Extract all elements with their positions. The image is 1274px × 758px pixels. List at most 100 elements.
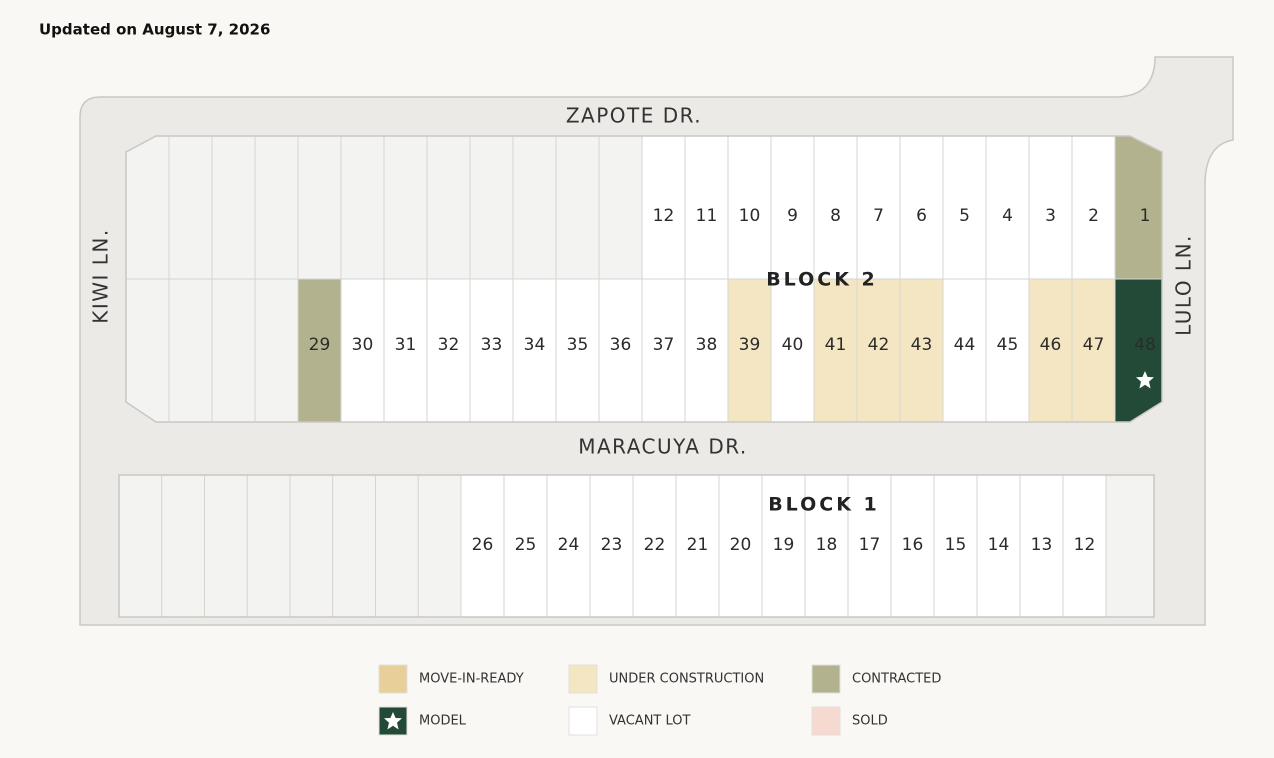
legend-swatch	[378, 664, 408, 694]
lot	[1071, 136, 1116, 280]
lot	[942, 278, 987, 422]
lot	[555, 136, 600, 280]
lot-number: 24	[558, 535, 580, 555]
lot-number: 23	[601, 535, 623, 555]
lot	[632, 474, 677, 618]
lot	[985, 136, 1030, 280]
lot	[1019, 474, 1064, 618]
lot	[426, 278, 471, 422]
updated-date: Updated on August 7, 2026	[39, 21, 270, 39]
block-2-outline	[125, 135, 1163, 423]
lot	[675, 474, 720, 618]
legend-label: CONTRACTED	[852, 672, 941, 687]
lot	[770, 278, 815, 422]
lot	[417, 474, 462, 618]
lot-number: 42	[868, 335, 890, 355]
lot	[727, 136, 772, 280]
lot	[598, 136, 643, 280]
lot	[899, 278, 944, 422]
lot	[340, 278, 385, 422]
street-name: MARACUYA DR.	[578, 435, 748, 459]
lot	[1105, 474, 1155, 618]
lot-number: 11	[696, 206, 718, 226]
block-label: BLOCK 2	[766, 269, 878, 291]
lot	[246, 474, 291, 618]
lot	[426, 136, 471, 280]
lot-number: 34	[524, 335, 546, 355]
lot	[297, 278, 342, 422]
legend-label: VACANT LOT	[609, 714, 691, 729]
legend-label: UNDER CONSTRUCTION	[609, 672, 764, 687]
lot-number: 20	[730, 535, 752, 555]
lot-number: 33	[481, 335, 503, 355]
block-2: 12 11 10 9 8 7 6 5 4 3 2 129 30 31 32 33 34 35 36 37 38 39 40 4…	[126, 136, 1162, 422]
lot-number: 31	[395, 335, 417, 355]
lot	[856, 278, 901, 422]
lot-number: 5	[959, 206, 970, 226]
lot	[211, 136, 256, 280]
lot-number: 17	[859, 535, 881, 555]
lot	[340, 136, 385, 280]
lot-number: 10	[739, 206, 761, 226]
lot	[168, 278, 213, 422]
lot	[383, 136, 428, 280]
lot	[1071, 278, 1116, 422]
lot	[469, 278, 514, 422]
lot	[598, 278, 643, 422]
lot	[512, 136, 557, 280]
lot-number: 30	[352, 335, 374, 355]
lot-number: 13	[1031, 535, 1053, 555]
lot	[204, 474, 248, 618]
lot-number: 12	[653, 206, 675, 226]
block-1: 26 25 24 23 22 21 20 19 18 17 16 15 14 13 12	[118, 474, 1155, 618]
lot	[383, 278, 428, 422]
lot-number: 40	[782, 335, 804, 355]
lot	[684, 278, 729, 422]
lot	[555, 278, 600, 422]
lot	[332, 474, 376, 618]
street-name: KIWI LN.	[89, 228, 113, 324]
legend-label: SOLD	[852, 714, 888, 729]
lot-number: 8	[830, 206, 841, 226]
lot-number: 36	[610, 335, 632, 355]
lot	[804, 474, 849, 618]
lot	[589, 474, 634, 618]
lot-number: 12	[1074, 535, 1096, 555]
lot	[641, 278, 686, 422]
lot-number: 47	[1083, 335, 1105, 355]
lot-number: 14	[988, 535, 1010, 555]
legend-swatch	[811, 664, 841, 694]
lot	[899, 136, 944, 280]
lot-number: 44	[954, 335, 976, 355]
lot-number: 19	[773, 535, 795, 555]
legend-label: MODEL	[419, 714, 467, 729]
lot	[118, 474, 163, 618]
lot	[297, 136, 342, 280]
lot	[512, 278, 557, 422]
lot	[168, 136, 213, 280]
lot-number: 41	[825, 335, 847, 355]
lot-number: 43	[911, 335, 933, 355]
lot-number: 26	[472, 535, 494, 555]
lot-number: 4	[1002, 206, 1013, 226]
lot	[1114, 136, 1162, 280]
lot-number: 35	[567, 335, 589, 355]
block-label: BLOCK 1	[768, 494, 880, 516]
lot-number: 6	[916, 206, 927, 226]
lot-number: 18	[816, 535, 838, 555]
lot-number: 22	[644, 535, 666, 555]
street-name: LULO LN.	[1172, 234, 1196, 336]
lot-number: 1	[1140, 206, 1151, 226]
lot	[289, 474, 334, 618]
lot-number: 38	[696, 335, 718, 355]
legend-swatch	[568, 706, 598, 736]
lot	[761, 474, 806, 618]
lot-number: 2	[1088, 206, 1099, 226]
lot-number: 16	[902, 535, 924, 555]
legend-swatch	[811, 706, 841, 736]
lot-number: 37	[653, 335, 675, 355]
lot-number: 45	[997, 335, 1019, 355]
lot-number: 25	[515, 535, 537, 555]
lot	[254, 278, 299, 422]
